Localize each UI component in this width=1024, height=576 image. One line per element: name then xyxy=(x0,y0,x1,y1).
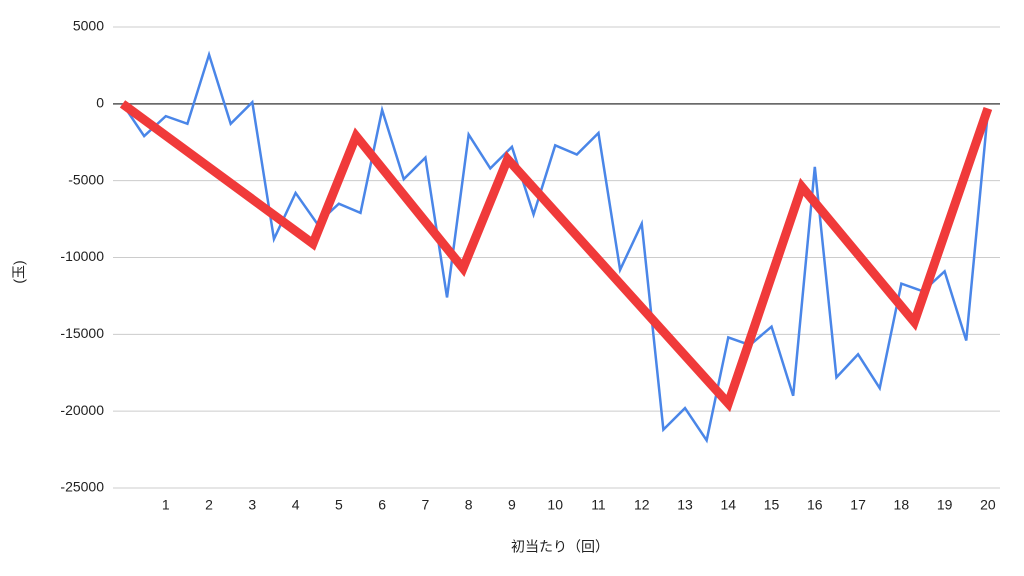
x-tick-label: 2 xyxy=(205,497,213,513)
x-tick-label: 13 xyxy=(677,497,693,513)
x-tick-label: 11 xyxy=(591,497,606,513)
x-tick-label: 9 xyxy=(508,497,516,513)
x-tick-label: 12 xyxy=(634,497,650,513)
x-tick-label: 3 xyxy=(248,497,256,513)
x-tick-label: 4 xyxy=(292,497,300,513)
x-tick-label: 1 xyxy=(162,497,170,513)
x-tick-label: 14 xyxy=(720,497,736,513)
y-axis-label: (玉) xyxy=(11,260,27,283)
x-tick-label: 5 xyxy=(335,497,343,513)
x-tick-label: 16 xyxy=(807,497,823,513)
x-tick-label: 6 xyxy=(378,497,386,513)
x-tick-label: 20 xyxy=(980,497,996,513)
x-tick-label: 15 xyxy=(764,497,780,513)
y-tick-label: -20000 xyxy=(60,402,104,418)
y-tick-label: -5000 xyxy=(68,171,104,187)
data-line xyxy=(119,100,993,413)
x-axis-label: 初当たり（回） xyxy=(511,539,609,555)
x-tick-label: 10 xyxy=(547,497,563,513)
data-line xyxy=(121,50,990,444)
y-tick-label: -10000 xyxy=(60,248,104,264)
y-tick-label: -15000 xyxy=(60,325,104,341)
x-tick-label: 7 xyxy=(421,497,429,513)
x-tick-label: 19 xyxy=(937,497,953,513)
x-tick-label: 17 xyxy=(850,497,866,513)
x-tick-label: 8 xyxy=(465,497,473,513)
y-tick-label: 0 xyxy=(96,95,104,111)
y-tick-label: 5000 xyxy=(73,18,104,34)
y-tick-label: -25000 xyxy=(60,479,104,495)
x-tick-label: 18 xyxy=(894,497,910,513)
